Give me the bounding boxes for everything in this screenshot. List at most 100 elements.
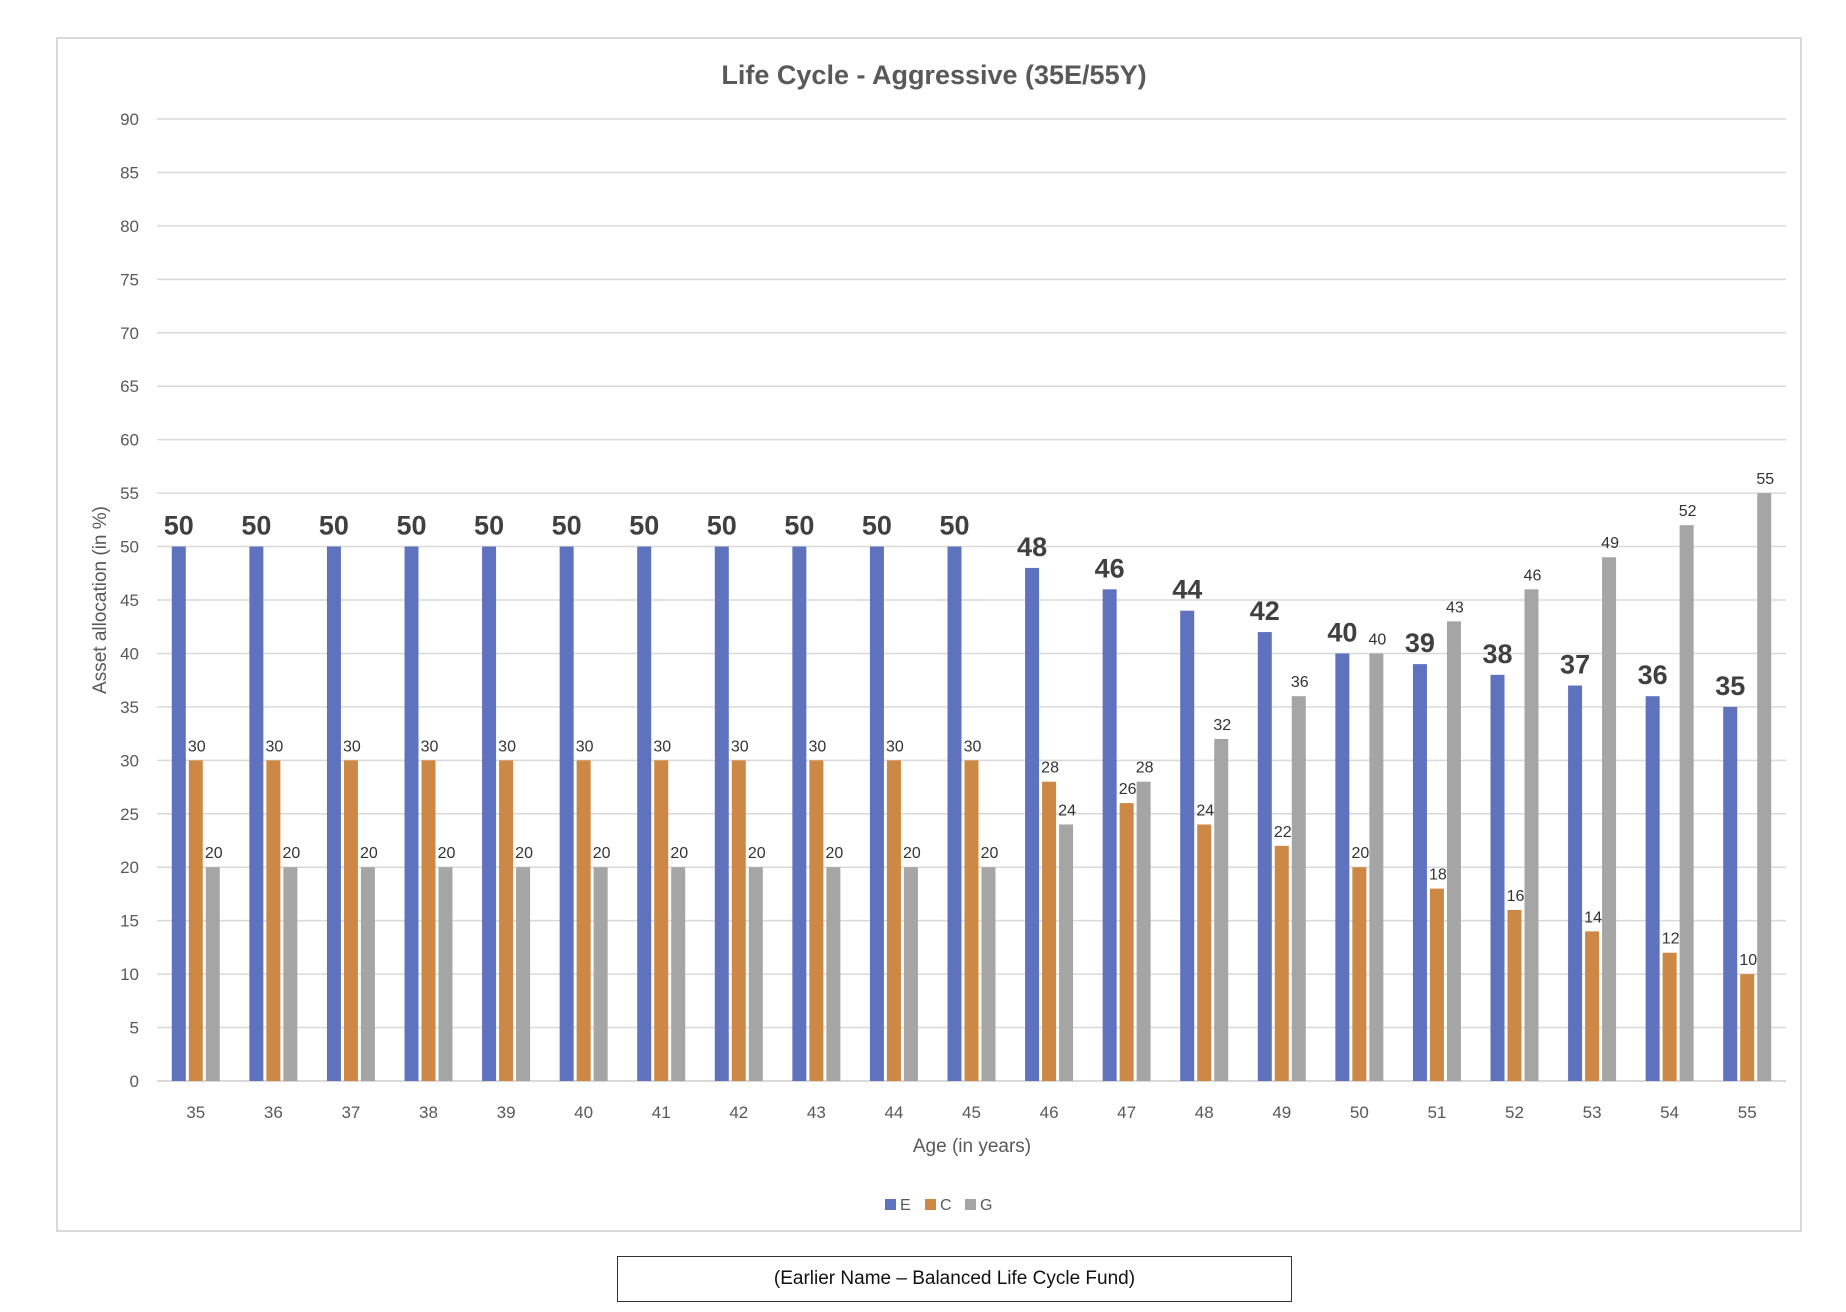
bar-e	[1723, 706, 1738, 1081]
data-label-e: 50	[784, 511, 814, 541]
bar-c	[1507, 909, 1522, 1081]
y-tick-label: 25	[120, 805, 139, 824]
bar-c	[809, 760, 824, 1081]
data-label-g: 46	[1524, 567, 1542, 584]
data-label-e: 48	[1017, 532, 1047, 562]
data-label-e: 50	[862, 511, 892, 541]
x-tick-label: 49	[1272, 1103, 1291, 1122]
data-label-c: 16	[1507, 888, 1525, 905]
bar-c	[1119, 803, 1134, 1081]
bar-c	[421, 760, 436, 1081]
bar-g	[1757, 493, 1772, 1082]
legend-swatch-c	[925, 1199, 936, 1210]
y-tick-label: 55	[120, 484, 139, 503]
data-label-g: 20	[903, 845, 921, 862]
x-tick-label: 44	[884, 1103, 903, 1122]
bar-e	[171, 546, 186, 1081]
data-label-e: 50	[396, 511, 426, 541]
data-label-c: 12	[1662, 931, 1680, 948]
x-tick-label: 53	[1583, 1103, 1602, 1122]
bar-g	[1291, 696, 1306, 1081]
bar-e	[637, 546, 652, 1081]
data-label-c: 14	[1584, 909, 1602, 926]
bar-e	[326, 546, 341, 1081]
bar-e	[404, 546, 419, 1081]
y-tick-label: 65	[120, 377, 139, 396]
data-label-g: 32	[1213, 717, 1231, 734]
data-label-c: 30	[653, 738, 671, 755]
data-label-c: 28	[1041, 760, 1059, 777]
legend-swatch-g	[965, 1199, 976, 1210]
bar-e	[482, 546, 497, 1081]
data-label-e: 44	[1172, 575, 1202, 605]
bar-g	[1136, 781, 1151, 1081]
data-label-c: 30	[421, 738, 439, 755]
data-label-g: 20	[360, 845, 378, 862]
x-axis-title: Age (in years)	[913, 1136, 1031, 1157]
bar-g	[1679, 525, 1694, 1081]
data-label-c: 18	[1429, 867, 1447, 884]
bar-c	[1274, 845, 1289, 1081]
bar-c	[576, 760, 591, 1081]
bar-g	[1446, 621, 1461, 1081]
data-label-e: 50	[474, 511, 504, 541]
bar-g	[283, 867, 298, 1081]
data-label-e: 50	[164, 511, 194, 541]
bar-e	[1645, 696, 1660, 1081]
y-tick-label: 15	[120, 912, 139, 931]
data-label-c: 30	[188, 738, 206, 755]
bar-e	[1102, 589, 1117, 1081]
legend-label-c: C	[940, 1197, 952, 1214]
x-tick-label: 46	[1040, 1103, 1059, 1122]
bar-c	[1585, 931, 1600, 1081]
bar-c	[1352, 867, 1367, 1081]
bar-c	[654, 760, 669, 1081]
legend-label-e: E	[900, 1197, 911, 1214]
data-label-e: 38	[1482, 639, 1512, 669]
y-tick-label: 20	[120, 858, 139, 877]
bar-e	[559, 546, 574, 1081]
data-label-g: 28	[1136, 760, 1154, 777]
bar-c	[1429, 888, 1444, 1081]
x-axis-ticks: 35 36 37 38 39 40 41 42 43 44 45 46 47 48 49 50 51 52 53 54…	[186, 1103, 1756, 1122]
data-label-c: 30	[576, 738, 594, 755]
y-tick-label: 5	[130, 1019, 139, 1038]
data-label-g: 20	[825, 845, 843, 862]
x-tick-label: 51	[1427, 1103, 1446, 1122]
data-label-e: 50	[707, 511, 737, 541]
chart-title: Life Cycle - Aggressive (35E/55Y)	[721, 60, 1146, 90]
bar-c	[343, 760, 358, 1081]
x-tick-label: 39	[497, 1103, 516, 1122]
data-label-g: 24	[1058, 802, 1076, 819]
bar-c	[1042, 781, 1057, 1081]
y-tick-label: 45	[120, 591, 139, 610]
bar-c	[1197, 824, 1212, 1081]
data-label-c: 30	[886, 738, 904, 755]
bar-c	[499, 760, 514, 1081]
bar-g	[516, 867, 531, 1081]
bar-e	[249, 546, 264, 1081]
bar-g	[671, 867, 686, 1081]
bar-g	[1602, 557, 1617, 1081]
data-label-g: 43	[1446, 599, 1464, 616]
data-label-g: 40	[1368, 631, 1386, 648]
bar-g	[748, 867, 763, 1081]
bar-g	[1214, 738, 1229, 1081]
legend-label-g: G	[980, 1197, 992, 1214]
data-label-e: 36	[1638, 660, 1668, 690]
bar-e	[1025, 567, 1040, 1081]
data-label-g: 49	[1601, 535, 1619, 552]
data-label-c: 30	[265, 738, 283, 755]
data-label-g: 20	[515, 845, 533, 862]
data-label-g: 20	[748, 845, 766, 862]
data-label-e: 39	[1405, 628, 1435, 658]
x-tick-label: 48	[1195, 1103, 1214, 1122]
bar-g	[981, 867, 996, 1081]
bars	[171, 493, 1772, 1082]
y-axis-title: Asset allocation (in %)	[90, 506, 111, 694]
data-label-c: 30	[964, 738, 982, 755]
bar-e	[1490, 674, 1505, 1081]
data-label-c: 22	[1274, 824, 1292, 841]
